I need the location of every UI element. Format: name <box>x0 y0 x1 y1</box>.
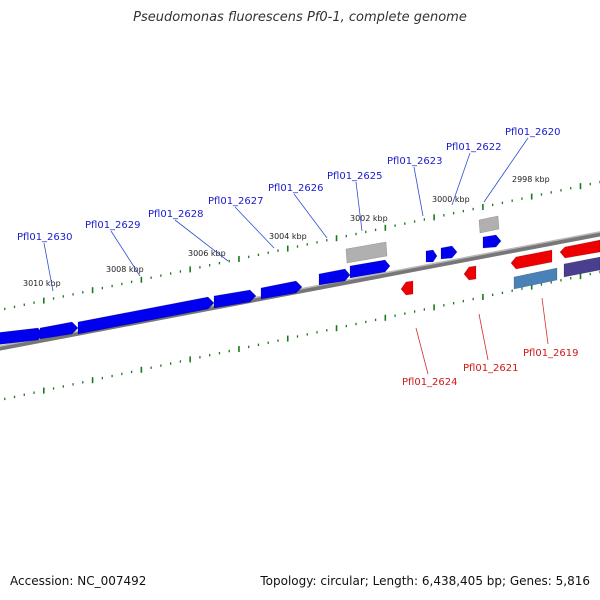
gene-label-leader <box>478 313 489 361</box>
position-label: 2998 kbp <box>512 175 550 184</box>
gene-label-leader <box>413 166 424 217</box>
gene-label[interactable]: Pfl01_2630 <box>17 232 73 243</box>
gene-arrow-fwd[interactable] <box>39 321 79 340</box>
position-label: 3000 kbp <box>432 195 470 204</box>
gene-arrow-fwd[interactable] <box>318 268 351 286</box>
position-label: 3006 kbp <box>188 249 226 258</box>
gene-arrow-rev[interactable] <box>510 249 553 270</box>
position-label: 3008 kbp <box>106 265 144 274</box>
gene-arrow-fwd[interactable] <box>213 289 257 309</box>
gene-arrow-fwd[interactable] <box>440 245 458 260</box>
gene-label[interactable]: Pfl01_2624 <box>402 377 458 388</box>
gene-label-leader <box>234 206 275 249</box>
gene-label-leader <box>415 327 429 375</box>
gene-arrow-fwd[interactable] <box>349 259 391 279</box>
genome-title: Pseudomonas fluorescens Pf0-1, complete … <box>133 10 467 25</box>
tick-row-outer <box>4 180 600 311</box>
gene-block-pseudo[interactable] <box>478 215 500 234</box>
gene-label-leader <box>451 152 471 206</box>
gene-label-leader <box>174 219 229 262</box>
tick-row-inner <box>4 270 600 401</box>
gene-label[interactable]: Pfl01_2625 <box>327 171 383 182</box>
accession-label: Accession: NC_007492 <box>10 574 147 588</box>
gene-label[interactable]: Pfl01_2619 <box>523 348 579 359</box>
gene-arrow-fwd[interactable] <box>260 280 303 300</box>
gene-label-leader <box>43 242 54 292</box>
position-label: 3010 kbp <box>23 279 61 288</box>
gene-arrow-fwd[interactable] <box>425 249 438 263</box>
gene-label-leader <box>483 137 529 203</box>
gene-block-steel[interactable] <box>513 267 558 290</box>
gene-label-leader <box>541 297 549 345</box>
gene-label-leader <box>355 181 363 232</box>
gene-label[interactable]: Pfl01_2620 <box>505 127 561 138</box>
gene-label[interactable]: Pfl01_2623 <box>387 156 443 167</box>
gene-block-slate[interactable] <box>563 256 600 278</box>
position-label: 3002 kbp <box>350 214 388 223</box>
topology-label: Topology: circular; Length: 6,438,405 bp… <box>260 574 590 588</box>
position-label: 3004 kbp <box>269 232 307 241</box>
gene-label-leader <box>110 230 141 277</box>
gene-label[interactable]: Pfl01_2621 <box>463 363 519 374</box>
gene-label[interactable]: Pfl01_2629 <box>85 220 141 231</box>
gene-arrow-fwd[interactable] <box>77 296 215 335</box>
gene-arrow-rev[interactable] <box>463 265 477 281</box>
gene-label[interactable]: Pfl01_2627 <box>208 196 264 207</box>
gene-block-pseudo[interactable] <box>345 241 388 264</box>
gene-label[interactable]: Pfl01_2626 <box>268 183 324 194</box>
gene-arrow-rev[interactable] <box>400 280 414 296</box>
gene-label[interactable]: Pfl01_2622 <box>446 142 502 153</box>
gene-label-leader <box>293 193 328 239</box>
gene-arrow-fwd[interactable] <box>482 234 502 249</box>
gene-arrow-rev[interactable] <box>559 239 600 259</box>
gene-label[interactable]: Pfl01_2628 <box>148 209 204 220</box>
